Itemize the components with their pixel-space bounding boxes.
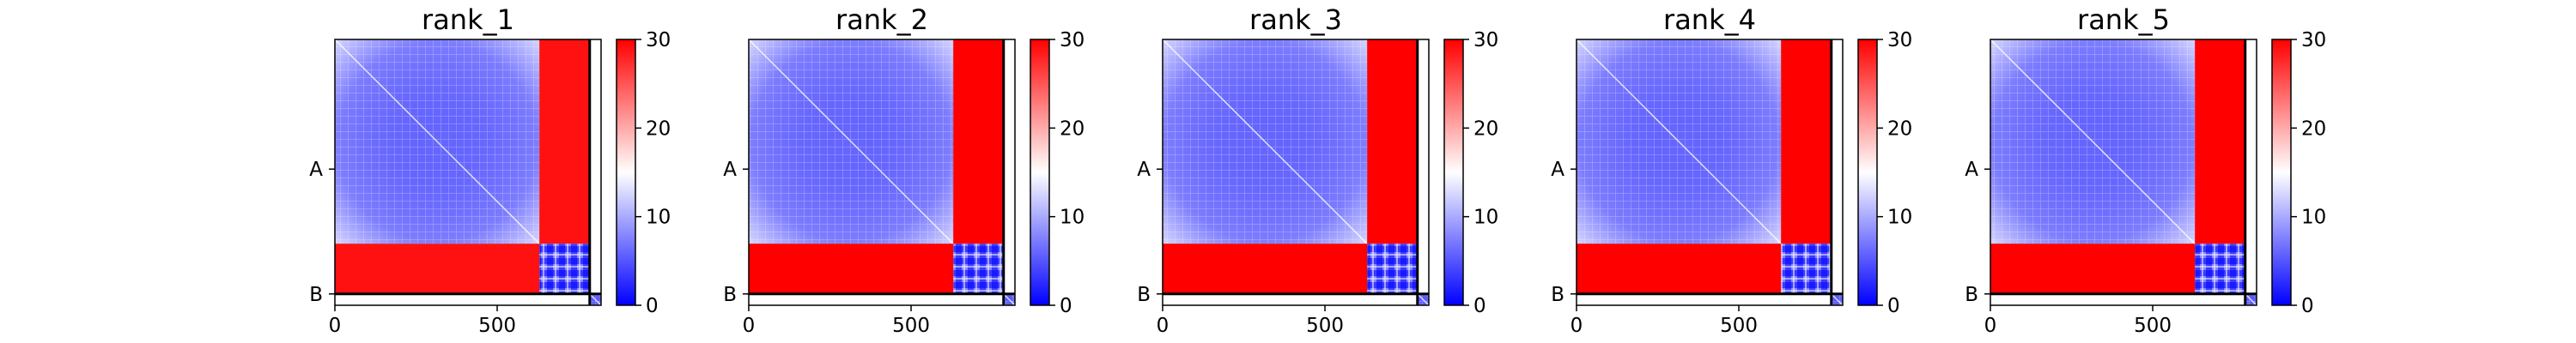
y-tick-label: A <box>723 159 737 181</box>
x-tick-label: 500 <box>1720 315 1758 337</box>
heatmap-block <box>335 244 540 294</box>
heatmap-diagonal <box>2245 293 2257 306</box>
chart-title: rank_5 <box>2077 3 2170 36</box>
colorbar-tick-label: 0 <box>2301 295 2314 317</box>
colorbar-tick-label: 30 <box>2301 29 2326 51</box>
colorbar-tick-label: 30 <box>646 29 671 51</box>
heatmap-block <box>749 244 954 294</box>
colorbar-tick-label: 20 <box>646 117 671 140</box>
chart-title: rank_2 <box>835 3 928 36</box>
heatmap-diagonal <box>1417 293 1430 306</box>
y-tick-label: A <box>1137 159 1151 181</box>
colorbar-tick-label: 30 <box>1060 29 1084 51</box>
x-tick-label: 500 <box>2134 315 2172 337</box>
heatmap-block <box>953 39 1004 244</box>
colorbar-tick-label: 20 <box>1473 117 1498 140</box>
colorbar-tick-label: 0 <box>1887 295 1900 317</box>
heatmap-diagonal <box>589 293 602 306</box>
heatmap-block <box>2195 244 2245 294</box>
heatmap-block <box>1781 39 1832 244</box>
colorbar-tick-label: 10 <box>646 207 671 229</box>
chart-title: rank_1 <box>422 3 514 36</box>
y-tick-label: B <box>309 284 323 306</box>
colorbar-tick-label: 20 <box>1060 117 1084 140</box>
chart-title: rank_3 <box>1249 3 1342 36</box>
plot-frame <box>1990 39 2257 306</box>
heatmap-block <box>1577 244 1782 294</box>
x-tick-label: 500 <box>478 315 516 337</box>
heatmap-block <box>1367 244 1418 294</box>
x-tick-label: 0 <box>1984 315 1997 337</box>
plot-frame <box>334 39 602 306</box>
y-tick-label: B <box>1965 284 1978 306</box>
colorbar-tick-label: 20 <box>1887 117 1912 140</box>
heatmap-block <box>539 244 590 294</box>
colorbar-tick-label: 20 <box>2301 117 2326 140</box>
x-tick-label: 500 <box>1306 315 1344 337</box>
y-tick-label: B <box>1551 284 1564 306</box>
y-tick-label: B <box>723 284 737 306</box>
heatmap-diagonal <box>1003 293 1016 306</box>
colorbar <box>1030 39 1050 306</box>
colorbar <box>2271 39 2292 306</box>
heatmap-diagonal <box>1162 39 1368 244</box>
y-tick-label: B <box>1137 284 1151 306</box>
colorbar-tick-label: 0 <box>1473 295 1486 317</box>
plot-frame <box>1162 39 1430 306</box>
heatmap-diagonal <box>1990 39 2196 244</box>
heatmap-diagonal <box>334 39 540 244</box>
heatmap-block <box>1163 244 1368 294</box>
colorbar-tick-label: 0 <box>646 295 659 317</box>
heatmap-block <box>1367 39 1418 244</box>
colorbar-tick-label: 10 <box>2301 207 2326 229</box>
plot-frame <box>1576 39 1844 306</box>
y-tick-label: A <box>309 159 323 181</box>
x-tick-label: 0 <box>329 315 342 337</box>
heatmap-diagonal <box>1831 293 1844 306</box>
y-tick-label: A <box>1551 159 1564 181</box>
heatmap-diagonal <box>1576 39 1782 244</box>
colorbar-tick-label: 30 <box>1887 29 1912 51</box>
x-tick-label: 0 <box>1157 315 1170 337</box>
heatmap-block <box>1781 244 1832 294</box>
heatmap-block <box>953 244 1004 294</box>
heatmap-block <box>2195 39 2245 244</box>
colorbar-tick-label: 10 <box>1060 207 1084 229</box>
colorbar-tick-label: 10 <box>1473 207 1498 229</box>
heatmap-block <box>539 39 590 244</box>
colorbar <box>1443 39 1464 306</box>
colorbar-tick-label: 30 <box>1473 29 1498 51</box>
plot-frame <box>748 39 1016 306</box>
colorbar-tick-label: 10 <box>1887 207 1912 229</box>
y-tick-label: A <box>1965 159 1978 181</box>
heatmap-diagonal <box>748 39 954 244</box>
x-tick-label: 0 <box>743 315 756 337</box>
x-tick-label: 500 <box>892 315 930 337</box>
heatmap-block <box>1990 244 2196 294</box>
colorbar-tick-label: 0 <box>1060 295 1072 317</box>
colorbar <box>616 39 636 306</box>
chart-title: rank_4 <box>1663 3 1756 36</box>
colorbar <box>1857 39 1878 306</box>
x-tick-label: 0 <box>1571 315 1583 337</box>
